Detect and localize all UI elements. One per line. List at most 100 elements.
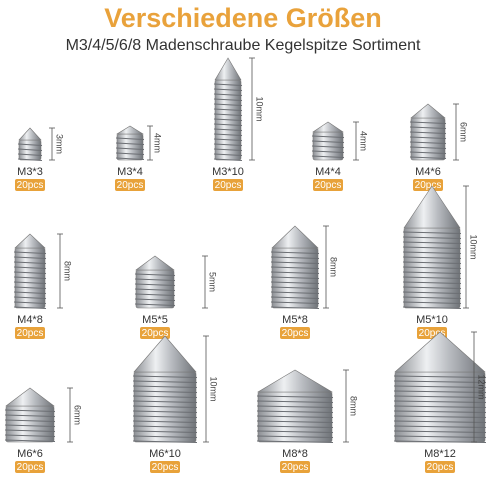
size-label: M5*8 bbox=[282, 314, 308, 326]
qty-label: 20pcs bbox=[17, 180, 44, 191]
thread bbox=[402, 286, 462, 289]
qty-badge bbox=[313, 179, 343, 191]
thread bbox=[409, 151, 447, 154]
thread bbox=[115, 157, 145, 160]
qty-badge bbox=[213, 179, 243, 191]
qty-badge bbox=[15, 461, 45, 473]
thread bbox=[115, 137, 145, 140]
title: Verschiedene Größen bbox=[104, 3, 382, 33]
length-label: 6mm bbox=[459, 122, 469, 142]
thread bbox=[256, 425, 334, 428]
length-label: 3mm bbox=[55, 134, 65, 154]
thread bbox=[132, 390, 198, 393]
thread bbox=[132, 425, 198, 428]
size-label: M8*8 bbox=[282, 448, 308, 460]
qty-badge bbox=[425, 461, 455, 473]
thread bbox=[393, 375, 487, 378]
size-label: M4*4 bbox=[315, 166, 341, 178]
thread bbox=[213, 143, 243, 146]
thread bbox=[270, 261, 320, 264]
qty-badge bbox=[15, 179, 45, 191]
qty-badge bbox=[413, 179, 443, 191]
qty-label: 20pcs bbox=[152, 462, 179, 473]
thread bbox=[393, 440, 487, 443]
thread bbox=[256, 410, 334, 413]
subtitle: M3/4/5/6/8 Madenschraube Kegelspitze Sor… bbox=[66, 37, 421, 54]
thread bbox=[393, 430, 487, 433]
thread bbox=[134, 283, 176, 286]
thread bbox=[13, 286, 47, 289]
thread bbox=[270, 306, 320, 309]
thread bbox=[132, 440, 198, 443]
size-label: M4*6 bbox=[415, 166, 441, 178]
thread bbox=[393, 415, 487, 418]
thread bbox=[393, 390, 487, 393]
thread bbox=[402, 246, 462, 249]
thread bbox=[132, 385, 198, 388]
qty-label: 20pcs bbox=[415, 180, 442, 191]
screw-tip bbox=[135, 255, 175, 271]
screw-tip bbox=[14, 233, 46, 249]
thread bbox=[132, 435, 198, 438]
thread bbox=[213, 153, 243, 156]
thread bbox=[134, 293, 176, 296]
thread bbox=[17, 158, 43, 161]
qty-label: 20pcs bbox=[427, 462, 454, 473]
thread bbox=[132, 375, 198, 378]
thread bbox=[256, 415, 334, 418]
thread bbox=[270, 251, 320, 254]
qty-label: 20pcs bbox=[215, 180, 242, 191]
thread bbox=[134, 278, 176, 281]
thread bbox=[13, 306, 47, 309]
thread bbox=[4, 414, 56, 417]
thread bbox=[409, 146, 447, 149]
thread bbox=[13, 256, 47, 259]
screw-tip bbox=[403, 185, 461, 229]
thread bbox=[256, 440, 334, 443]
thread bbox=[270, 291, 320, 294]
thread bbox=[402, 271, 462, 274]
thread bbox=[4, 429, 56, 432]
screw-tip bbox=[312, 121, 344, 133]
qty-label: 20pcs bbox=[282, 462, 309, 473]
thread bbox=[270, 281, 320, 284]
thread bbox=[13, 296, 47, 299]
screw-tip bbox=[394, 331, 486, 373]
thread bbox=[4, 419, 56, 422]
thread bbox=[402, 241, 462, 244]
thread bbox=[270, 276, 320, 279]
thread bbox=[213, 148, 243, 151]
thread bbox=[13, 251, 47, 254]
thread bbox=[132, 430, 198, 433]
thread bbox=[402, 301, 462, 304]
thread bbox=[402, 256, 462, 259]
size-label: M3*10 bbox=[212, 166, 244, 178]
thread bbox=[213, 83, 243, 86]
thread bbox=[393, 400, 487, 403]
thread bbox=[256, 435, 334, 438]
thread bbox=[132, 410, 198, 413]
thread bbox=[13, 281, 47, 284]
thread bbox=[13, 266, 47, 269]
thread bbox=[270, 286, 320, 289]
thread bbox=[17, 143, 43, 146]
thread bbox=[270, 271, 320, 274]
thread bbox=[213, 113, 243, 116]
size-label: M6*10 bbox=[149, 448, 181, 460]
thread bbox=[213, 123, 243, 126]
screw-tip bbox=[214, 57, 242, 81]
thread bbox=[134, 303, 176, 306]
thread bbox=[213, 93, 243, 96]
thread bbox=[402, 261, 462, 264]
thread bbox=[409, 136, 447, 139]
thread bbox=[4, 434, 56, 437]
qty-badge bbox=[280, 327, 310, 339]
thread bbox=[402, 306, 462, 309]
length-label: 10mm bbox=[209, 376, 219, 401]
thread bbox=[402, 281, 462, 284]
thread bbox=[256, 395, 334, 398]
screw-tip bbox=[410, 103, 446, 119]
thread bbox=[409, 156, 447, 159]
length-label: 5mm bbox=[208, 272, 218, 292]
